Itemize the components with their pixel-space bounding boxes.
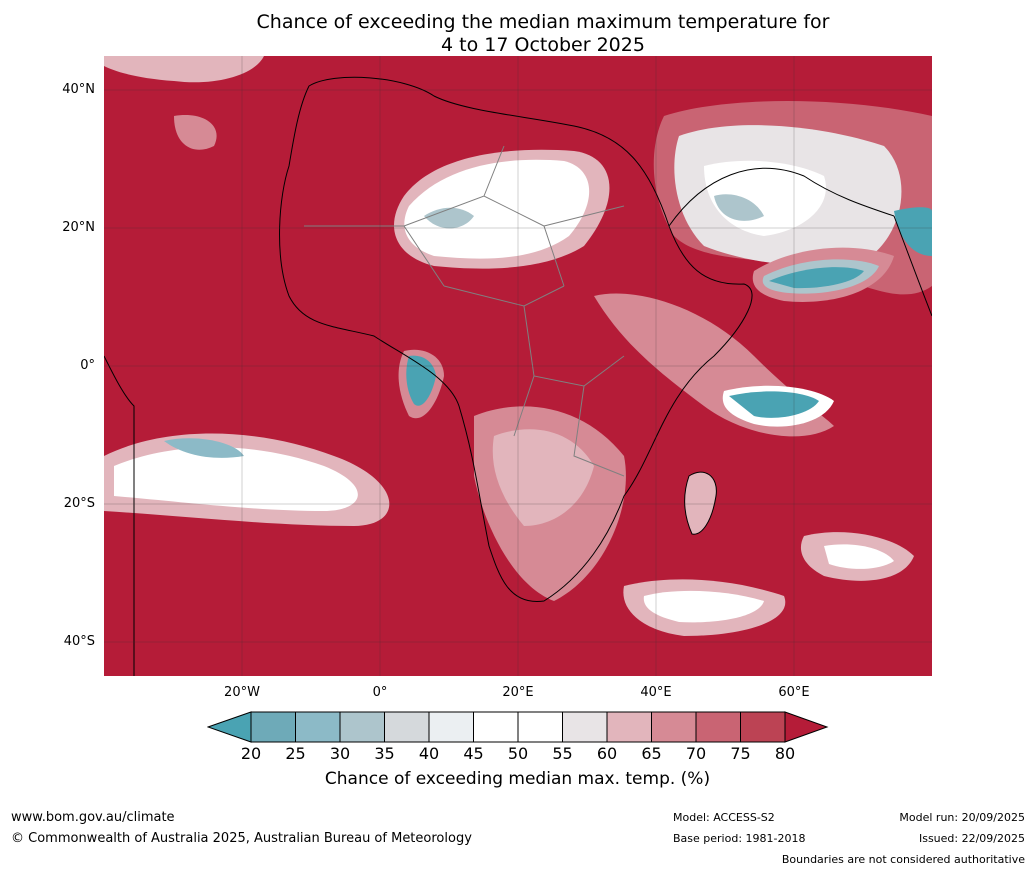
colorbar-segment	[384, 711, 430, 743]
website-link[interactable]: www.bom.gov.au/climate	[11, 810, 175, 825]
colorbar-arrow-low	[207, 711, 252, 743]
base-period-text: Base period: 1981-2018	[673, 832, 806, 845]
colorbar-segment	[428, 711, 474, 743]
lat-label-20s: 20°S	[63, 496, 95, 511]
colorbar-tick-label: 30	[329, 744, 351, 763]
colorbar-segment	[517, 711, 563, 743]
lon-label-60e: 60°E	[778, 685, 810, 700]
colorbar-segment	[562, 711, 608, 743]
lat-label-20n: 20°N	[62, 220, 95, 235]
madagascar-coastline	[684, 471, 717, 535]
lon-label-40e: 40°E	[640, 685, 672, 700]
colorbar-tick-label: 75	[730, 744, 751, 763]
lat-label-40n: 40°N	[62, 82, 95, 97]
map-canvas	[104, 56, 932, 676]
colorbar-tick-label: 80	[774, 744, 796, 763]
copyright-text: © Commonwealth of Australia 2025, Austra…	[11, 831, 472, 846]
model-run-text: Model run: 20/09/2025	[899, 811, 1025, 824]
lat-label-40s: 40°S	[63, 634, 95, 649]
colorbar-tick-label: 35	[374, 744, 395, 763]
colorbar-label: Chance of exceeding median max. temp. (%…	[324, 769, 711, 789]
colorbar-tick-label: 40	[418, 744, 440, 763]
colorbar-segment	[339, 711, 385, 743]
colorbar-tick-label: 55	[552, 744, 573, 763]
disclaimer-text: Boundaries are not considered authoritat…	[781, 853, 1025, 866]
chart-title-line2: 4 to 17 October 2025	[441, 34, 645, 56]
country-boundaries	[304, 145, 625, 477]
africa-coastline	[279, 76, 753, 602]
colorbar-tick-label: 20	[240, 744, 262, 763]
lon-label-20e: 20°E	[502, 685, 534, 700]
model-text: Model: ACCESS-S2	[673, 811, 775, 824]
colorbar-tick-label: 50	[507, 744, 529, 763]
colorbar-tick-label: 25	[285, 744, 306, 763]
colorbar-tick-label: 60	[596, 744, 618, 763]
colorbar-segment	[695, 711, 741, 743]
chart-title-line1: Chance of exceeding the median maximum t…	[256, 11, 830, 33]
colorbar-segment	[250, 711, 296, 743]
colorbar-segment	[606, 711, 652, 743]
colorbar-arrow-high	[784, 711, 829, 743]
colorbar-segment	[651, 711, 697, 743]
colorbar-segment	[740, 711, 786, 743]
lat-label-0: 0°	[80, 358, 95, 373]
forecast-map	[104, 56, 932, 676]
south-america-coastline	[104, 355, 135, 676]
colorbar-tick-label: 45	[463, 744, 484, 763]
colorbar	[207, 711, 829, 743]
arabia-coastline	[668, 167, 932, 317]
colorbar-tick-label: 70	[685, 744, 707, 763]
colorbar-segment	[473, 711, 519, 743]
colorbar-segment	[295, 711, 341, 743]
lon-label-0: 0°	[372, 685, 388, 700]
graticule	[104, 56, 932, 676]
colorbar-tick-label: 65	[641, 744, 662, 763]
issued-text: Issued: 22/09/2025	[918, 832, 1025, 845]
lon-label-20w: 20°W	[224, 685, 260, 700]
